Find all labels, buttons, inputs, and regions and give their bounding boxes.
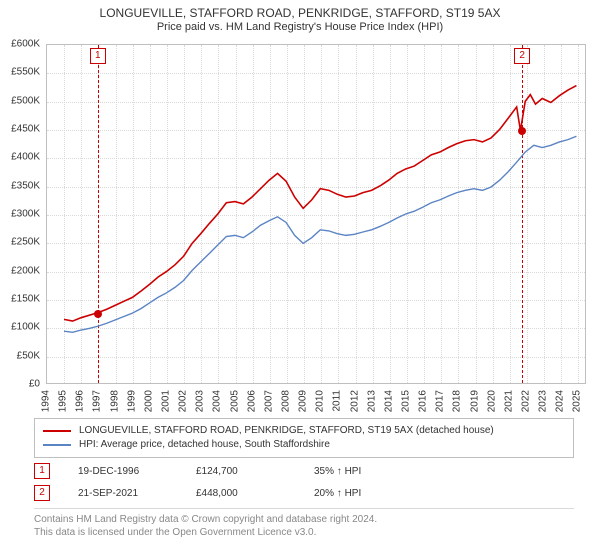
y-axis-label: £300K <box>0 209 40 220</box>
y-axis-label: £50K <box>0 350 40 361</box>
x-axis-label: 2008 <box>281 390 292 412</box>
marker-badge: 2 <box>514 48 530 64</box>
x-axis-label: 2010 <box>315 390 326 412</box>
y-axis-label: £400K <box>0 152 40 163</box>
x-axis-label: 2023 <box>538 390 549 412</box>
transaction-pct: 35% ↑ HPI <box>314 466 404 477</box>
transaction-date: 19-DEC-1996 <box>78 466 168 477</box>
x-axis-label: 2024 <box>555 390 566 412</box>
x-axis-label: 2009 <box>298 390 309 412</box>
marker-dot <box>518 127 526 135</box>
legend-item: HPI: Average price, detached house, Sout… <box>43 438 565 452</box>
x-axis-label: 2002 <box>178 390 189 412</box>
x-axis-label: 2007 <box>263 390 274 412</box>
x-axis-label: 2004 <box>212 390 223 412</box>
x-axis-label: 2015 <box>401 390 412 412</box>
x-axis-label: 1994 <box>41 390 52 412</box>
transaction-badge: 2 <box>34 485 50 501</box>
transaction-pct: 20% ↑ HPI <box>314 488 404 499</box>
x-axis-label: 2022 <box>521 390 532 412</box>
x-axis-label: 2001 <box>161 390 172 412</box>
x-axis-label: 1997 <box>92 390 103 412</box>
y-axis-label: £100K <box>0 322 40 333</box>
x-axis-label: 2000 <box>143 390 154 412</box>
x-axis-label: 2014 <box>383 390 394 412</box>
transaction-row: 1 19-DEC-1996 £124,700 35% ↑ HPI <box>34 460 574 482</box>
y-axis-label: £550K <box>0 67 40 78</box>
transaction-price: £124,700 <box>196 466 286 477</box>
x-axis-label: 2016 <box>418 390 429 412</box>
x-axis-label: 2017 <box>435 390 446 412</box>
legend-label: HPI: Average price, detached house, Sout… <box>79 438 330 452</box>
chart-area: £0£50K£100K£150K£200K£250K£300K£350K£400… <box>46 44 586 384</box>
x-axis-label: 1995 <box>58 390 69 412</box>
transaction-price: £448,000 <box>196 488 286 499</box>
x-axis-label: 2021 <box>503 390 514 412</box>
transaction-date: 21-SEP-2021 <box>78 488 168 499</box>
legend-swatch <box>43 444 71 446</box>
plot-region <box>46 44 586 384</box>
y-axis-label: £200K <box>0 265 40 276</box>
series-line <box>64 136 576 332</box>
legend-label: LONGUEVILLE, STAFFORD ROAD, PENKRIDGE, S… <box>79 424 494 438</box>
y-axis-label: £450K <box>0 124 40 135</box>
x-axis-label: 2006 <box>246 390 257 412</box>
transactions-table: 1 19-DEC-1996 £124,700 35% ↑ HPI 2 21-SEP-202… <box>34 460 574 504</box>
x-axis-label: 2025 <box>572 390 583 412</box>
x-axis-label: 1996 <box>75 390 86 412</box>
x-axis-label: 2003 <box>195 390 206 412</box>
legend-swatch <box>43 430 71 432</box>
legend: LONGUEVILLE, STAFFORD ROAD, PENKRIDGE, S… <box>34 418 574 458</box>
transaction-badge: 1 <box>34 463 50 479</box>
x-axis-label: 2005 <box>229 390 240 412</box>
marker-dot <box>94 310 102 318</box>
attribution-line2: This data is licensed under the Open Gov… <box>34 526 574 539</box>
x-axis-label: 2018 <box>452 390 463 412</box>
x-axis-label: 1998 <box>109 390 120 412</box>
marker-badge: 1 <box>90 48 106 64</box>
y-axis-label: £600K <box>0 39 40 50</box>
y-axis-label: £350K <box>0 180 40 191</box>
x-axis-label: 2011 <box>332 390 343 412</box>
x-axis-label: 2020 <box>486 390 497 412</box>
chart-title: LONGUEVILLE, STAFFORD ROAD, PENKRIDGE, S… <box>0 0 600 21</box>
y-axis-label: £250K <box>0 237 40 248</box>
transaction-row: 2 21-SEP-2021 £448,000 20% ↑ HPI <box>34 482 574 504</box>
y-axis-label: £500K <box>0 95 40 106</box>
attribution: Contains HM Land Registry data © Crown c… <box>34 508 574 539</box>
x-axis-label: 1999 <box>126 390 137 412</box>
chart-subtitle: Price paid vs. HM Land Registry's House … <box>0 21 600 37</box>
legend-item: LONGUEVILLE, STAFFORD ROAD, PENKRIDGE, S… <box>43 424 565 438</box>
attribution-line1: Contains HM Land Registry data © Crown c… <box>34 513 574 526</box>
series-line <box>64 86 576 322</box>
x-axis-label: 2019 <box>469 390 480 412</box>
x-axis-label: 2012 <box>349 390 360 412</box>
y-axis-label: £0 <box>0 379 40 390</box>
series-lines <box>47 45 585 383</box>
y-axis-label: £150K <box>0 294 40 305</box>
x-axis-label: 2013 <box>366 390 377 412</box>
